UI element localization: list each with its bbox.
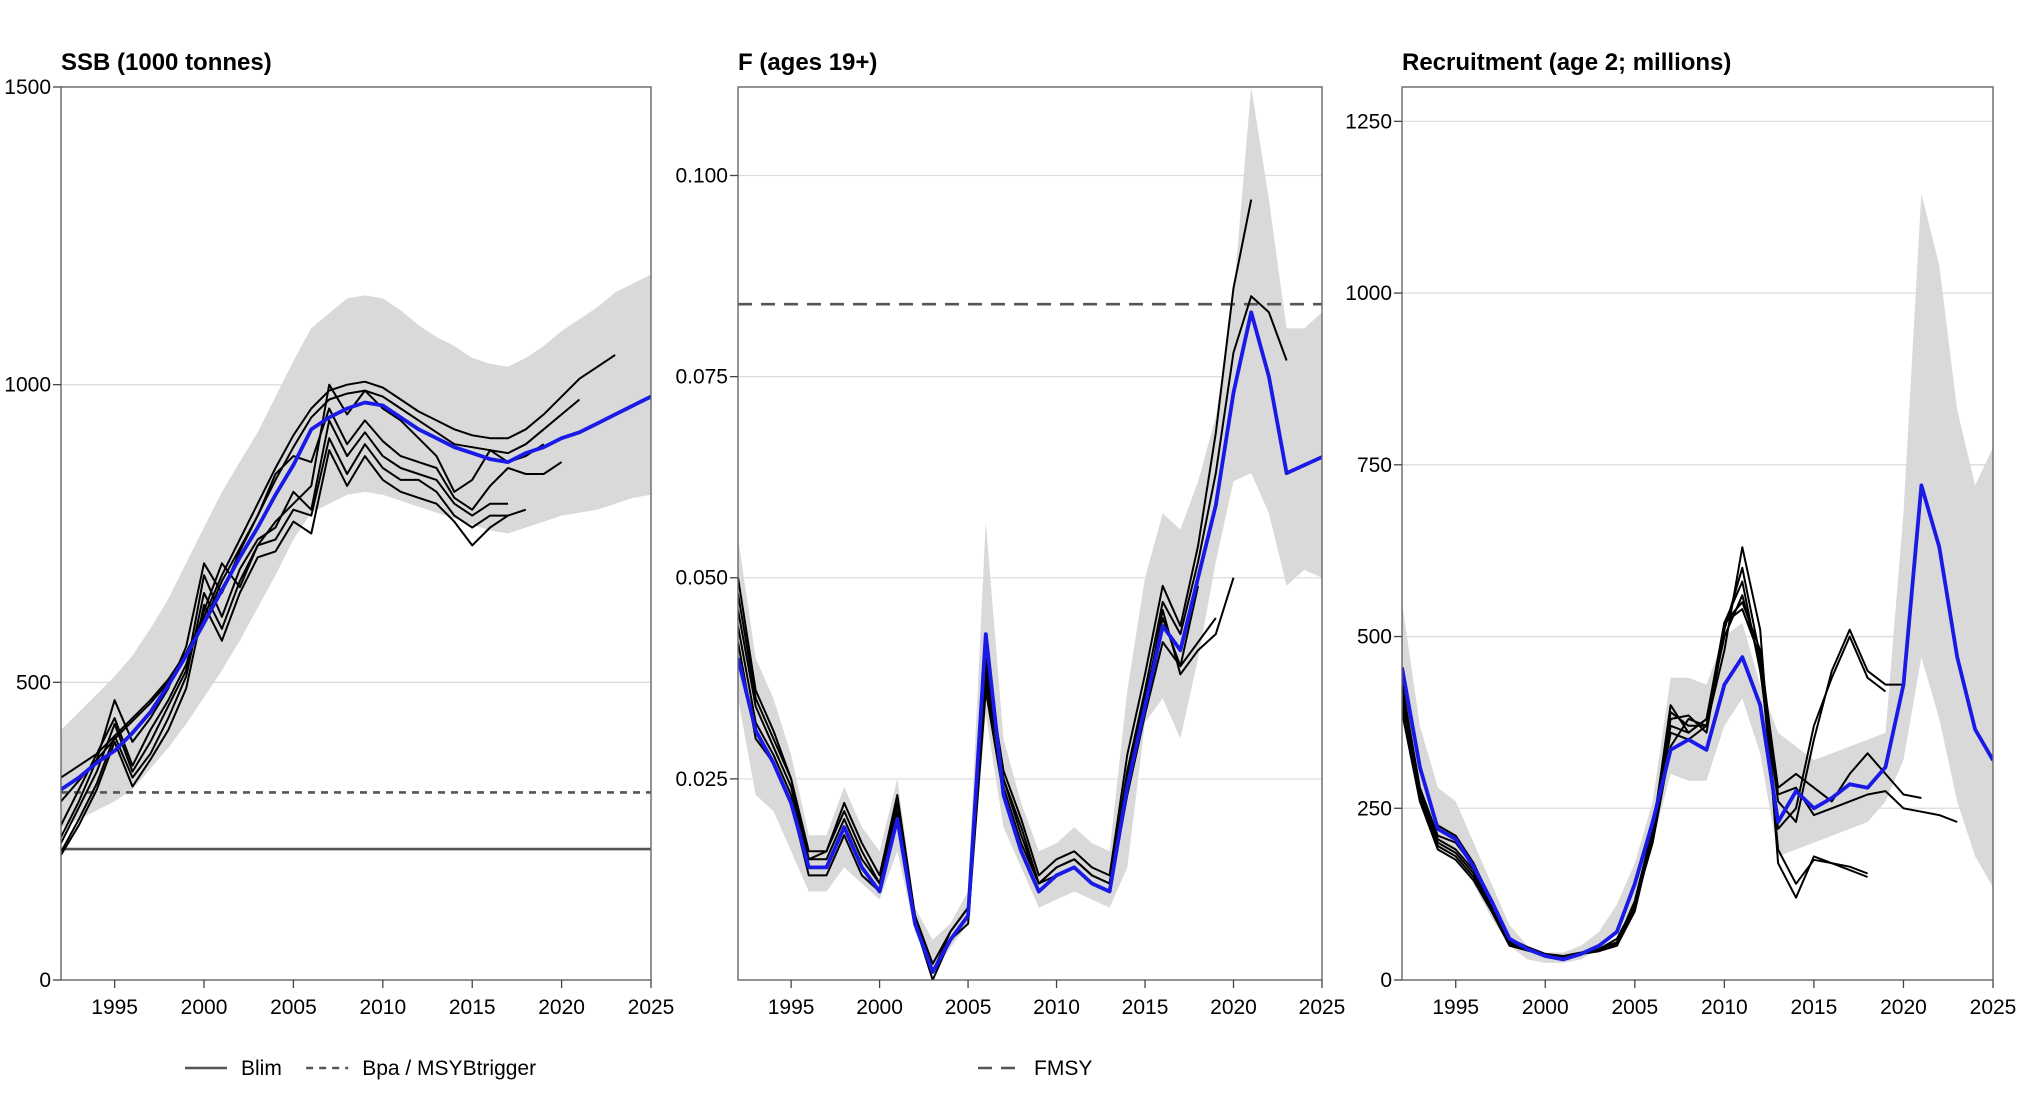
series-line-retrospective	[61, 383, 545, 826]
series-line-retrospective	[61, 407, 563, 838]
y-tick-label: 1250	[1345, 110, 1392, 133]
series-line-retrospective	[61, 389, 581, 803]
x-tick-label: 2005	[270, 996, 317, 1019]
y-tick-label: 1000	[4, 374, 51, 397]
y-tick-label: 0.100	[675, 164, 728, 187]
x-tick-label: 2020	[1210, 996, 1257, 1019]
series-line-current	[738, 310, 1322, 974]
legend-label: Blim	[241, 1057, 282, 1080]
y-tick-label: 500	[1357, 626, 1392, 649]
chart-title: F (ages 19+)	[738, 49, 877, 76]
series-line-retrospective	[1402, 601, 1958, 959]
x-tick-label: 2005	[945, 996, 992, 1019]
x-tick-label: 2025	[628, 996, 675, 1019]
plot-area	[61, 274, 651, 856]
series-line-current	[1402, 483, 1993, 962]
x-tick-label: 1995	[768, 996, 815, 1019]
legend-label: FMSY	[1034, 1057, 1092, 1080]
x-tick-label: 2015	[449, 996, 496, 1019]
plot-area	[1402, 193, 1993, 963]
plot-frame	[1401, 86, 1994, 981]
legend-label: Bpa / MSYBtrigger	[362, 1057, 536, 1080]
y-tick-label: 0.050	[675, 567, 728, 590]
plot-frame	[737, 86, 1323, 981]
confidence-band	[1402, 193, 1993, 963]
series-line-retrospective	[738, 295, 1288, 973]
x-tick-label: 1995	[91, 996, 138, 1019]
y-tick-label: 1000	[1345, 282, 1392, 305]
plot-frame	[60, 86, 652, 981]
x-tick-label: 2020	[538, 996, 585, 1019]
series-line-retrospective	[61, 419, 508, 844]
x-tick-label: 2015	[1122, 996, 1169, 1019]
x-tick-label: 2010	[1701, 996, 1748, 1019]
x-tick-label: 2015	[1791, 996, 1838, 1019]
chart-panel-1: 1995 2000 2005 2010 2015 2020 2025 0 500 1000 1500…	[4, 49, 674, 1080]
y-tick-label: 250	[1357, 797, 1392, 820]
chart-title: SSB (1000 tonnes)	[61, 49, 272, 76]
plot-area	[738, 87, 1322, 980]
x-tick-label: 2025	[1970, 996, 2017, 1019]
series-line-retrospective	[61, 437, 527, 853]
y-tick-label: 1500	[4, 76, 51, 99]
chart-title: Recruitment (age 2; millions)	[1402, 49, 1731, 76]
x-tick-label: 1995	[1432, 996, 1479, 1019]
y-tick-label: 500	[16, 671, 51, 694]
x-tick-label: 2000	[856, 996, 903, 1019]
series-line-current	[61, 394, 651, 792]
confidence-band	[61, 274, 651, 829]
x-tick-label: 2025	[1299, 996, 1346, 1019]
y-tick-label: 750	[1357, 454, 1392, 477]
series-line-retrospective	[61, 449, 509, 856]
series-line-retrospective	[61, 354, 616, 779]
x-tick-label: 2000	[1522, 996, 1569, 1019]
x-tick-label: 2020	[1880, 996, 1927, 1019]
x-tick-label: 2010	[1033, 996, 1080, 1019]
chart-panel-3: 1995 2000 2005 2010 2015 2020 2025 0 250 500 750 10…	[1345, 49, 2016, 1019]
x-tick-label: 2010	[359, 996, 406, 1019]
x-tick-label: 2000	[181, 996, 228, 1019]
y-tick-label: 0	[1380, 969, 1392, 992]
confidence-band	[738, 87, 1322, 972]
chart-panel-2: 1995 2000 2005 2010 2015 2020 2025 0.025 0.050 0.…	[675, 49, 1345, 1080]
y-tick-label: 0	[39, 969, 51, 992]
x-tick-label: 2005	[1611, 996, 1658, 1019]
y-tick-label: 0.075	[675, 366, 728, 389]
y-tick-label: 0.025	[675, 768, 728, 791]
